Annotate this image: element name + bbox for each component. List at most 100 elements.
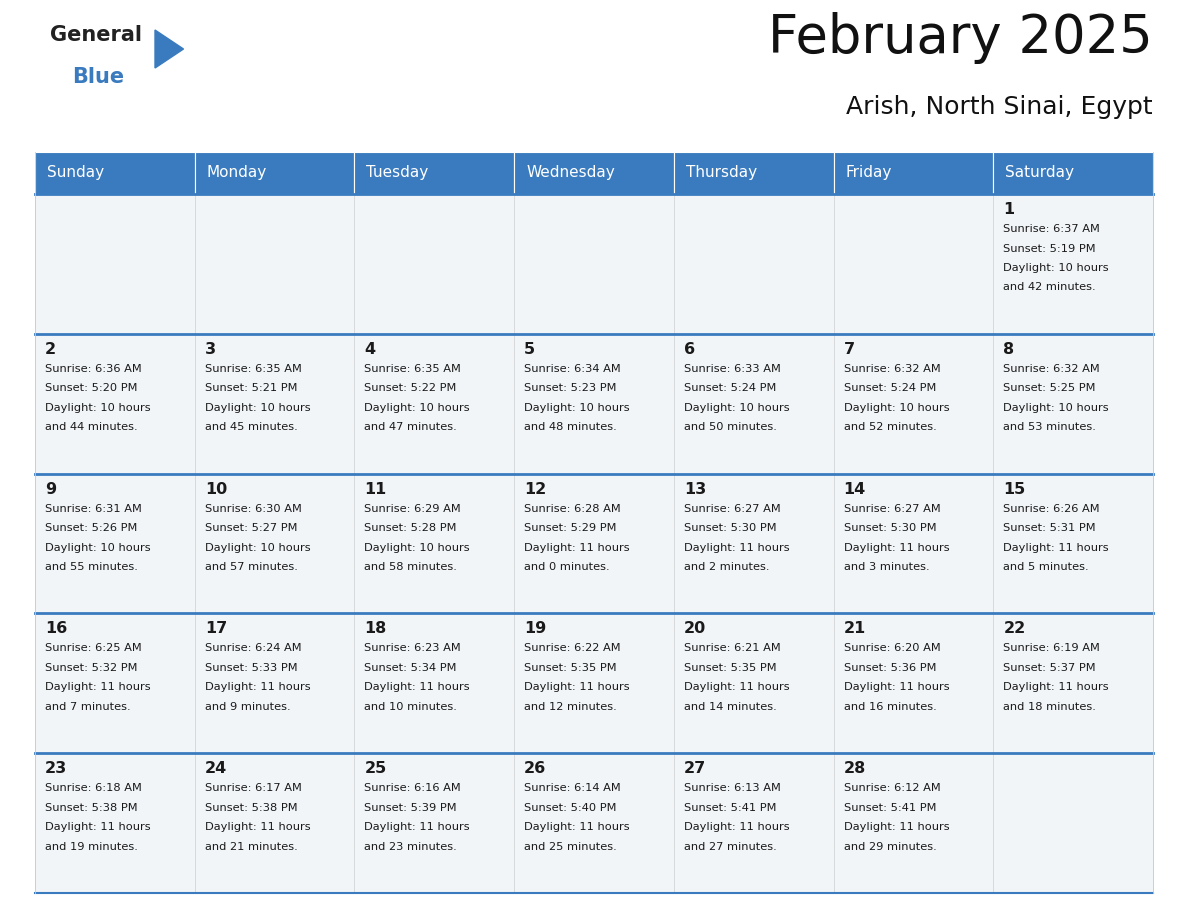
Text: Sunset: 5:35 PM: Sunset: 5:35 PM bbox=[684, 663, 777, 673]
Text: Daylight: 10 hours: Daylight: 10 hours bbox=[45, 543, 151, 553]
Text: Sunrise: 6:35 AM: Sunrise: 6:35 AM bbox=[365, 364, 461, 374]
Text: 3: 3 bbox=[204, 341, 216, 357]
Bar bbox=[195, 613, 354, 753]
Bar bbox=[354, 753, 514, 893]
Text: Sunset: 5:27 PM: Sunset: 5:27 PM bbox=[204, 523, 297, 533]
Text: Sunrise: 6:36 AM: Sunrise: 6:36 AM bbox=[45, 364, 141, 374]
Text: Daylight: 11 hours: Daylight: 11 hours bbox=[1004, 543, 1108, 553]
Text: Sunrise: 6:19 AM: Sunrise: 6:19 AM bbox=[1004, 644, 1100, 654]
Text: Sunset: 5:38 PM: Sunset: 5:38 PM bbox=[45, 802, 138, 812]
Text: Sunset: 5:39 PM: Sunset: 5:39 PM bbox=[365, 802, 457, 812]
Text: Sunset: 5:28 PM: Sunset: 5:28 PM bbox=[365, 523, 457, 533]
Text: and 50 minutes.: and 50 minutes. bbox=[684, 422, 777, 432]
Text: Thursday: Thursday bbox=[685, 165, 757, 181]
Text: 2: 2 bbox=[45, 341, 56, 357]
Text: and 21 minutes.: and 21 minutes. bbox=[204, 842, 297, 852]
Text: 9: 9 bbox=[45, 482, 56, 497]
Text: Sunrise: 6:22 AM: Sunrise: 6:22 AM bbox=[524, 644, 621, 654]
Bar bbox=[354, 194, 514, 334]
Text: Sunrise: 6:30 AM: Sunrise: 6:30 AM bbox=[204, 504, 302, 513]
Text: and 44 minutes.: and 44 minutes. bbox=[45, 422, 138, 432]
Text: and 12 minutes.: and 12 minutes. bbox=[524, 702, 617, 711]
Text: 28: 28 bbox=[843, 761, 866, 777]
Bar bbox=[195, 334, 354, 474]
Text: Daylight: 11 hours: Daylight: 11 hours bbox=[45, 682, 151, 692]
Text: Sunrise: 6:27 AM: Sunrise: 6:27 AM bbox=[684, 504, 781, 513]
Text: and 14 minutes.: and 14 minutes. bbox=[684, 702, 777, 711]
Text: 14: 14 bbox=[843, 482, 866, 497]
Text: Sunrise: 6:20 AM: Sunrise: 6:20 AM bbox=[843, 644, 941, 654]
Text: Sunrise: 6:33 AM: Sunrise: 6:33 AM bbox=[684, 364, 781, 374]
Bar bbox=[514, 474, 674, 613]
Bar bbox=[993, 613, 1154, 753]
Text: 13: 13 bbox=[684, 482, 706, 497]
Bar bbox=[34, 474, 195, 613]
Text: Friday: Friday bbox=[846, 165, 892, 181]
Text: 10: 10 bbox=[204, 482, 227, 497]
Text: 11: 11 bbox=[365, 482, 386, 497]
Bar bbox=[993, 334, 1154, 474]
Bar bbox=[674, 474, 834, 613]
Text: Sunset: 5:36 PM: Sunset: 5:36 PM bbox=[843, 663, 936, 673]
Bar bbox=[834, 753, 993, 893]
Bar bbox=[354, 334, 514, 474]
Bar bbox=[834, 474, 993, 613]
Text: 26: 26 bbox=[524, 761, 546, 777]
Bar bbox=[834, 613, 993, 753]
Text: Daylight: 11 hours: Daylight: 11 hours bbox=[45, 823, 151, 833]
Text: Sunset: 5:37 PM: Sunset: 5:37 PM bbox=[1004, 663, 1095, 673]
Text: Sunset: 5:41 PM: Sunset: 5:41 PM bbox=[684, 802, 776, 812]
Bar bbox=[354, 152, 514, 194]
Text: and 58 minutes.: and 58 minutes. bbox=[365, 562, 457, 572]
Text: Daylight: 11 hours: Daylight: 11 hours bbox=[843, 823, 949, 833]
Bar bbox=[514, 753, 674, 893]
Text: Monday: Monday bbox=[207, 165, 267, 181]
Text: Daylight: 11 hours: Daylight: 11 hours bbox=[365, 823, 470, 833]
Bar bbox=[993, 474, 1154, 613]
Bar bbox=[993, 753, 1154, 893]
Bar bbox=[514, 152, 674, 194]
Text: 25: 25 bbox=[365, 761, 386, 777]
Text: 1: 1 bbox=[1004, 202, 1015, 217]
Text: Daylight: 10 hours: Daylight: 10 hours bbox=[1004, 263, 1108, 273]
Text: Sunset: 5:38 PM: Sunset: 5:38 PM bbox=[204, 802, 297, 812]
Text: 6: 6 bbox=[684, 341, 695, 357]
Bar bbox=[34, 334, 195, 474]
Text: and 53 minutes.: and 53 minutes. bbox=[1004, 422, 1097, 432]
Text: and 48 minutes.: and 48 minutes. bbox=[524, 422, 617, 432]
Text: Tuesday: Tuesday bbox=[366, 165, 429, 181]
Text: 19: 19 bbox=[524, 621, 546, 636]
Text: 8: 8 bbox=[1004, 341, 1015, 357]
Text: Sunrise: 6:14 AM: Sunrise: 6:14 AM bbox=[524, 783, 621, 793]
Text: Daylight: 11 hours: Daylight: 11 hours bbox=[524, 823, 630, 833]
Bar bbox=[674, 194, 834, 334]
Text: Daylight: 11 hours: Daylight: 11 hours bbox=[684, 823, 790, 833]
Bar bbox=[674, 152, 834, 194]
Text: 15: 15 bbox=[1004, 482, 1025, 497]
Bar bbox=[834, 152, 993, 194]
Text: Sunrise: 6:12 AM: Sunrise: 6:12 AM bbox=[843, 783, 941, 793]
Text: and 55 minutes.: and 55 minutes. bbox=[45, 562, 138, 572]
Text: February 2025: February 2025 bbox=[769, 12, 1154, 64]
Text: Sunrise: 6:17 AM: Sunrise: 6:17 AM bbox=[204, 783, 302, 793]
Text: Sunset: 5:40 PM: Sunset: 5:40 PM bbox=[524, 802, 617, 812]
Bar bbox=[34, 753, 195, 893]
Text: Daylight: 10 hours: Daylight: 10 hours bbox=[1004, 403, 1108, 413]
Text: and 16 minutes.: and 16 minutes. bbox=[843, 702, 936, 711]
Text: and 25 minutes.: and 25 minutes. bbox=[524, 842, 617, 852]
Text: and 47 minutes.: and 47 minutes. bbox=[365, 422, 457, 432]
Text: Daylight: 10 hours: Daylight: 10 hours bbox=[204, 543, 310, 553]
Bar bbox=[354, 474, 514, 613]
Text: Saturday: Saturday bbox=[1005, 165, 1074, 181]
Text: Daylight: 10 hours: Daylight: 10 hours bbox=[204, 403, 310, 413]
Text: Sunrise: 6:34 AM: Sunrise: 6:34 AM bbox=[524, 364, 621, 374]
Text: Sunrise: 6:37 AM: Sunrise: 6:37 AM bbox=[1004, 224, 1100, 234]
Text: and 2 minutes.: and 2 minutes. bbox=[684, 562, 770, 572]
Text: Sunrise: 6:18 AM: Sunrise: 6:18 AM bbox=[45, 783, 141, 793]
Text: Sunrise: 6:28 AM: Sunrise: 6:28 AM bbox=[524, 504, 621, 513]
Bar bbox=[674, 753, 834, 893]
Polygon shape bbox=[154, 30, 183, 68]
Text: 4: 4 bbox=[365, 341, 375, 357]
Text: 16: 16 bbox=[45, 621, 68, 636]
Bar bbox=[674, 334, 834, 474]
